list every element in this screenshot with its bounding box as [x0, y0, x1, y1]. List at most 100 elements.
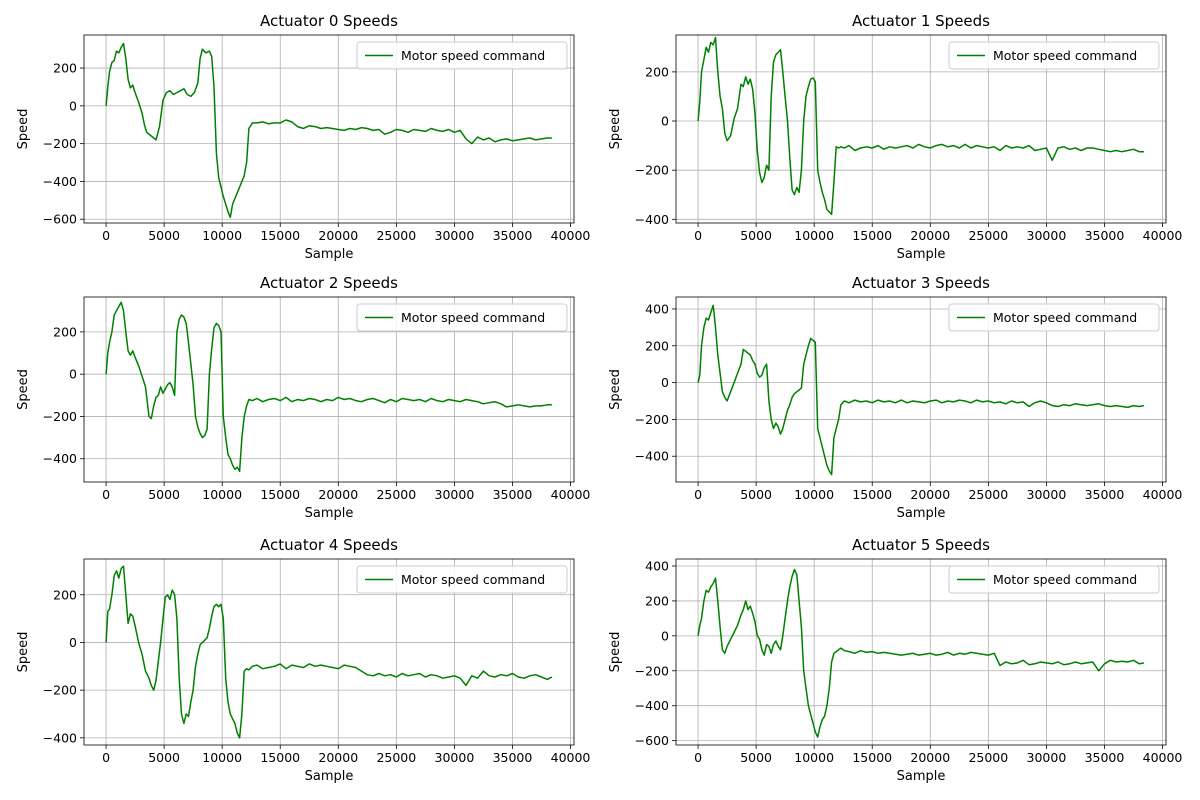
x-tick-label: 20000 — [318, 228, 358, 243]
axes-frame — [675, 558, 1167, 746]
axes-frame — [83, 34, 575, 224]
y-tick-label: −600 — [635, 733, 669, 748]
chart-title: Actuator 1 Speeds — [852, 12, 990, 30]
y-tick-label: −400 — [43, 174, 77, 189]
x-tick-label: 25000 — [376, 487, 416, 502]
y-tick-label: −400 — [635, 449, 669, 464]
subplot-3: 0 5000 10000 15000 20000 25000 30000 35000 40000… — [608, 274, 1182, 521]
legend: Motor speed command — [948, 41, 1160, 70]
x-tick-label: 10000 — [202, 228, 242, 243]
x-tick-label: 35000 — [493, 750, 533, 765]
y-tick-label: 0 — [69, 98, 77, 113]
x-axis-label: Sample — [305, 506, 354, 521]
y-tick-label: 400 — [645, 301, 669, 316]
legend-box — [356, 565, 568, 594]
chart-title: Actuator 0 Speeds — [260, 12, 398, 30]
x-tick-label: 35000 — [1085, 228, 1125, 243]
x-tick-label: 25000 — [376, 228, 416, 243]
x-tick-label: 10000 — [202, 750, 242, 765]
x-tick-label: 0 — [694, 750, 702, 765]
y-tick-label: 0 — [661, 114, 669, 129]
subplot-2: 0 5000 10000 15000 20000 25000 30000 35000 40000… — [16, 274, 590, 521]
series-line-motor-speed-command — [105, 301, 552, 473]
legend-box — [948, 565, 1160, 594]
x-tick-label: 20000 — [910, 228, 950, 243]
y-tick-label: −200 — [43, 409, 77, 424]
x-tick-label: 0 — [102, 228, 110, 243]
y-tick-label: 200 — [645, 593, 669, 608]
y-tick-label: 400 — [645, 558, 669, 573]
y-tick-label: −400 — [43, 730, 77, 745]
x-tick-label: 20000 — [318, 750, 358, 765]
legend: Motor speed command — [356, 303, 568, 332]
subplot-4: 0 5000 10000 15000 20000 25000 30000 35000 40000… — [16, 536, 590, 784]
x-tick-label: 25000 — [968, 228, 1008, 243]
x-tick-label: 30000 — [1027, 228, 1067, 243]
x-tick-label: 15000 — [260, 228, 300, 243]
legend: Motor speed command — [356, 565, 568, 594]
y-tick-label: 200 — [645, 338, 669, 353]
x-tick-label: 40000 — [1143, 750, 1183, 765]
x-tick-label: 5000 — [740, 750, 772, 765]
legend-entry-label: Motor speed command — [401, 572, 545, 587]
axes-frame — [83, 558, 575, 746]
legend-entry-label: Motor speed command — [401, 48, 545, 63]
y-tick-label: −400 — [43, 451, 77, 466]
y-axis-label: Speed — [16, 632, 31, 673]
x-tick-label: 25000 — [968, 750, 1008, 765]
x-tick-label: 0 — [694, 228, 702, 243]
x-tick-label: 20000 — [318, 487, 358, 502]
x-tick-label: 20000 — [910, 487, 950, 502]
legend-box — [356, 303, 568, 332]
x-tick-label: 40000 — [1143, 487, 1183, 502]
axes-frame — [83, 296, 575, 483]
x-tick-label: 35000 — [493, 228, 533, 243]
x-tick-label: 35000 — [1085, 750, 1125, 765]
legend: Motor speed command — [948, 565, 1160, 594]
legend-entry-label: Motor speed command — [993, 310, 1137, 325]
x-tick-label: 15000 — [852, 487, 892, 502]
legend: Motor speed command — [948, 303, 1160, 332]
x-tick-label: 30000 — [435, 228, 475, 243]
x-tick-label: 15000 — [260, 487, 300, 502]
y-tick-label: 0 — [69, 367, 77, 382]
x-tick-label: 30000 — [1027, 750, 1067, 765]
x-tick-label: 40000 — [551, 750, 591, 765]
x-tick-label: 5000 — [148, 487, 180, 502]
y-tick-label: −200 — [43, 683, 77, 698]
subplot-5: 0 5000 10000 15000 20000 25000 30000 35000 40000… — [608, 536, 1182, 784]
legend-entry-label: Motor speed command — [993, 572, 1137, 587]
y-tick-label: 0 — [661, 628, 669, 643]
x-axis-label: Sample — [305, 769, 354, 784]
x-tick-label: 5000 — [148, 750, 180, 765]
y-tick-label: −400 — [635, 698, 669, 713]
y-tick-label: −200 — [635, 412, 669, 427]
series-line-motor-speed-command — [105, 42, 552, 219]
x-tick-label: 20000 — [910, 750, 950, 765]
y-tick-label: −200 — [43, 136, 77, 151]
chart-title: Actuator 2 Speeds — [260, 274, 398, 292]
series-line-motor-speed-command — [697, 304, 1145, 476]
y-tick-label: −600 — [43, 212, 77, 227]
x-tick-label: 15000 — [852, 228, 892, 243]
series-line-motor-speed-command — [105, 565, 553, 739]
axes-frame — [675, 296, 1167, 483]
legend-entry-label: Motor speed command — [401, 310, 545, 325]
legend-box — [948, 303, 1160, 332]
x-tick-label: 5000 — [740, 487, 772, 502]
x-tick-label: 10000 — [794, 228, 834, 243]
legend-entry-label: Motor speed command — [993, 48, 1137, 63]
x-tick-label: 35000 — [493, 487, 533, 502]
series-line-motor-speed-command — [697, 36, 1144, 216]
y-axis-label: Speed — [16, 369, 31, 410]
chart-title: Actuator 5 Speeds — [852, 536, 990, 554]
x-axis-label: Sample — [897, 769, 946, 784]
x-tick-label: 5000 — [148, 228, 180, 243]
axes-frame — [675, 34, 1167, 224]
x-tick-label: 10000 — [794, 750, 834, 765]
x-tick-label: 15000 — [852, 750, 892, 765]
x-axis-label: Sample — [897, 247, 946, 262]
y-axis-label: Speed — [608, 109, 623, 150]
x-tick-label: 35000 — [1085, 487, 1125, 502]
